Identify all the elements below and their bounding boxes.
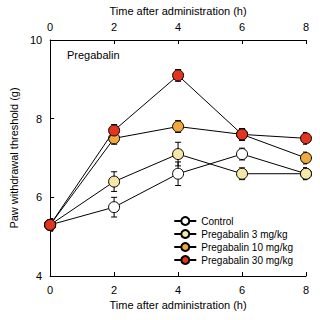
svg-text:6: 6	[36, 191, 42, 203]
svg-text:0: 0	[47, 21, 53, 33]
svg-text:2: 2	[111, 21, 117, 33]
svg-text:4: 4	[36, 270, 42, 282]
svg-text:0: 0	[47, 284, 53, 296]
svg-text:Pregabalin 10 mg/kg: Pregabalin 10 mg/kg	[201, 242, 293, 253]
svg-text:Time after administration (h): Time after administration (h)	[109, 5, 246, 17]
svg-text:10: 10	[30, 34, 42, 46]
svg-text:Paw withdrawal threshold (g): Paw withdrawal threshold (g)	[8, 87, 20, 228]
svg-text:Pregabalin 30 mg/kg: Pregabalin 30 mg/kg	[201, 255, 293, 266]
svg-text:Time after administration (h): Time after administration (h)	[109, 299, 246, 311]
svg-text:4: 4	[175, 21, 181, 33]
svg-text:Pregabalin: Pregabalin	[67, 49, 120, 61]
svg-text:4: 4	[175, 284, 181, 296]
svg-text:8: 8	[303, 21, 309, 33]
svg-text:2: 2	[111, 284, 117, 296]
svg-text:Control: Control	[201, 216, 233, 227]
svg-text:8: 8	[303, 284, 309, 296]
svg-text:6: 6	[239, 284, 245, 296]
svg-text:8: 8	[36, 113, 42, 125]
svg-text:6: 6	[239, 21, 245, 33]
svg-text:Pregabalin 3 mg/kg: Pregabalin 3 mg/kg	[201, 229, 287, 240]
